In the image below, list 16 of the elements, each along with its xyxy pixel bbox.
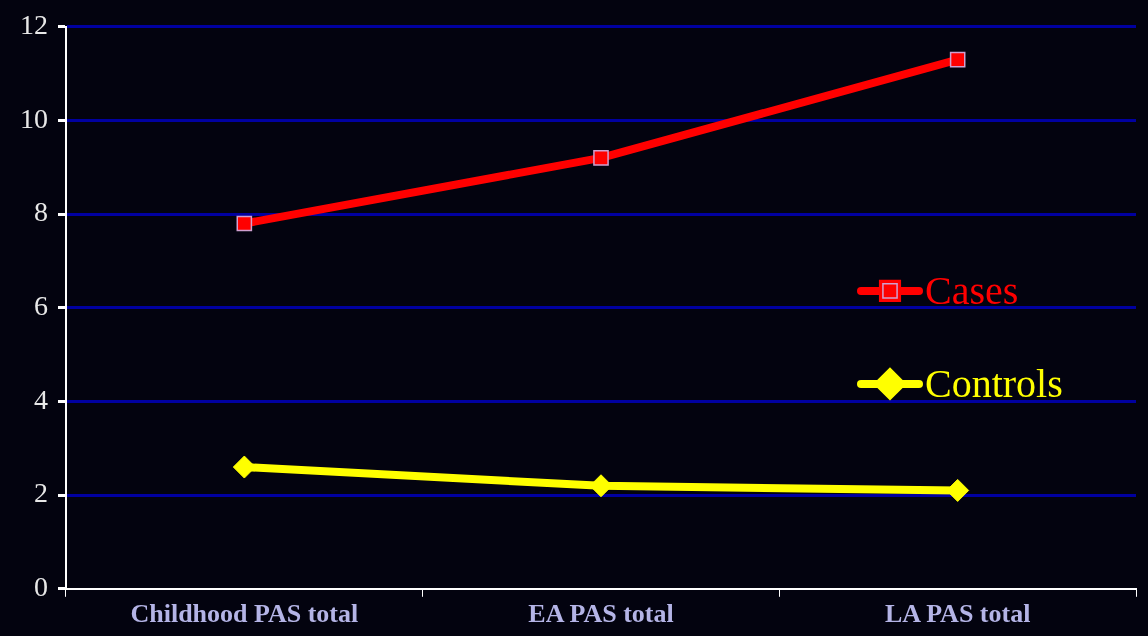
y-tick-label: 8 bbox=[34, 196, 48, 228]
y-tick-label: 12 bbox=[20, 9, 48, 41]
x-tick-label: LA PAS total bbox=[884, 599, 1031, 629]
y-tick-label: 6 bbox=[34, 290, 48, 322]
point bbox=[593, 150, 609, 166]
y-tick-label: 0 bbox=[34, 571, 48, 603]
legend-label: Cases bbox=[925, 268, 1019, 314]
legend-label: Controls bbox=[925, 361, 1063, 407]
point bbox=[236, 215, 253, 232]
point bbox=[949, 51, 966, 68]
y-tick-label: 10 bbox=[20, 102, 48, 134]
point bbox=[232, 455, 256, 479]
x-tick-label: Childhood PAS total bbox=[130, 599, 359, 629]
y-tick-label: 4 bbox=[34, 383, 48, 415]
y-tick-label: 2 bbox=[34, 477, 48, 509]
x-tick-label: EA PAS total bbox=[528, 599, 674, 629]
